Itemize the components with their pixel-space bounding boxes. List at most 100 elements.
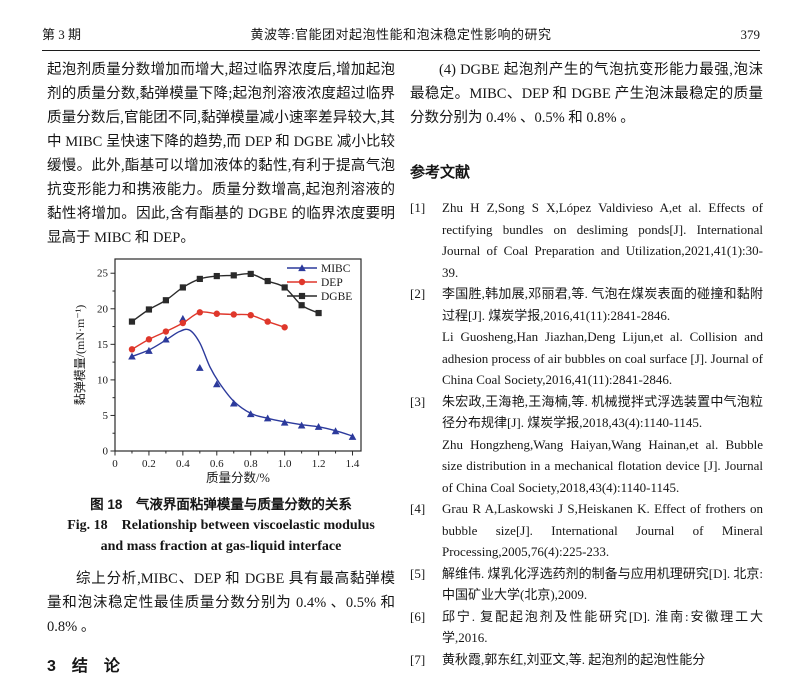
data-point-MIBC: [246, 410, 255, 418]
plot-frame: [114, 258, 362, 452]
reference-body: 邱宁. 复配起泡剂及性能研究[D]. 淮南:安徽理工大学,2016.: [442, 606, 763, 649]
figure-caption-en-line2: and mass fraction at gas-liquid interfac…: [100, 539, 342, 554]
reference-number: [7]: [410, 651, 426, 667]
reference-number: [3]: [410, 393, 426, 409]
data-point-MIBC: [212, 380, 221, 388]
reference-body: 解维伟. 煤乳化浮选药剂的制备与应用机理研究[D]. 北京:中国矿业大学(北京)…: [442, 563, 763, 606]
y-tick-label: 0: [103, 446, 109, 458]
x-tick-label: 0.6: [210, 458, 224, 470]
data-point-DEP: [264, 318, 271, 325]
reference-body: 黄秋霞,郭东红,刘亚文,等. 起泡剂的起泡性能分: [442, 649, 763, 671]
data-point-DEP: [281, 324, 288, 331]
reference-number: [4]: [410, 501, 426, 516]
journal-issue: 第 3 期: [42, 27, 82, 42]
data-point-MIBC: [128, 352, 136, 360]
data-point-DEP: [145, 336, 153, 343]
reference-text: Zhu Hongzheng,Wang Haiyan,Wang Hainan,et…: [442, 436, 763, 495]
data-point-MIBC: [229, 399, 238, 407]
reference-text: Zhu H Z,Song S X,López Valdivieso A,et a…: [442, 200, 763, 280]
legend-label-DEP: DEP: [321, 277, 343, 289]
data-point-DGBE: [264, 277, 271, 285]
reference-item: [7] 黄秋霞,郭东红,刘亚文,等. 起泡剂的起泡性能分: [410, 649, 763, 671]
reference-text: 黄秋霞,郭东红,刘亚文,等. 起泡剂的起泡性能分: [442, 651, 706, 667]
legend-marker-DEP: [298, 278, 306, 286]
data-point-MIBC: [179, 314, 187, 322]
y-tick-label: 10: [97, 374, 109, 386]
x-tick-label: 0.8: [244, 458, 258, 470]
figure-caption-en-line1: Fig. 18 Relationship between viscoelasti…: [67, 518, 375, 533]
data-point-DEP: [162, 328, 170, 335]
references-list: [1] Zhu H Z,Song S X,López Valdivieso A,e…: [410, 197, 763, 670]
data-point-MIBC: [162, 335, 170, 343]
reference-number: [1]: [410, 200, 426, 215]
data-point-DGBE: [315, 309, 322, 317]
conclusion-section-heading: 3 结 论: [47, 658, 120, 675]
y-tick-label: 5: [103, 410, 109, 422]
data-point-MIBC: [314, 423, 323, 430]
right-column: (4) DGBE 起泡剂产生的气泡抗变形能力最强,泡沫最稳定。MIBC、DEP …: [410, 58, 763, 687]
left-column: 起泡剂质量分数增加而增大,超过临界浓度后,增加起泡剂的质量分数,黏弹模量下降;起…: [47, 58, 395, 676]
data-point-DGBE: [179, 284, 186, 291]
data-point-DGBE: [213, 272, 220, 280]
y-tick-label: 20: [97, 303, 109, 315]
data-point-DEP: [128, 346, 136, 353]
figure-caption-zh: 图 18 气液界面粘弹模量与质量分数的关系: [90, 497, 352, 512]
reference-item: [4] Grau R A,Laskowski J S,Heiskanen K. E…: [410, 498, 763, 563]
reference-body: Grau R A,Laskowski J S,Heiskanen K. Effe…: [442, 498, 763, 563]
x-tick-label: 0.4: [176, 458, 190, 470]
reference-text: 解维伟. 煤乳化浮选药剂的制备与应用机理研究[D]. 北京:中国矿业大学(北京)…: [442, 565, 763, 603]
data-point-DEP: [230, 311, 237, 318]
reference-text: Li Guosheng,Han Jiazhan,Deng Lijun,et al…: [442, 329, 763, 387]
legend-marker-MIBC: [298, 264, 306, 272]
data-point-DEP: [196, 309, 204, 316]
data-point-MIBC: [348, 432, 357, 440]
data-point-DGBE: [145, 306, 153, 313]
x-axis-title: 质量分数/%: [206, 470, 270, 485]
viscoelastic-modulus-chart: 0 0.2 0.4 0.6 0.8 1.0 1.2 1.4 0 5 10 15 20 25 质量分数/% 黏弹…: [73, 258, 362, 485]
data-point-DGBE: [162, 297, 169, 304]
reference-item: [5] 解维伟. 煤乳化浮选药剂的制备与应用机理研究[D]. 北京:中国矿业大学(…: [410, 563, 763, 606]
data-point-DGBE: [298, 302, 305, 309]
references-heading: 参考文献: [410, 164, 471, 181]
reference-item: [6] 邱宁. 复配起泡剂及性能研究[D]. 淮南:安徽理工大学,2016.: [410, 606, 763, 649]
reference-item: [3] 朱宏政,王海艳,王海楠,等. 机械搅拌式浮选装置中气泡粒径分布规律[J].…: [410, 391, 763, 499]
reference-body: 朱宏政,王海艳,王海楠,等. 机械搅拌式浮选装置中气泡粒径分布规律[J]. 煤炭…: [442, 391, 763, 499]
x-tick-label: 0: [112, 458, 118, 470]
legend-label-MIBC: MIBC: [321, 263, 351, 275]
reference-item: [2] 李国胜,韩加展,邓丽君,等. 气泡在煤炭表面的碰撞和黏附过程[J]. 煤炭…: [410, 283, 763, 391]
figure-caption: 图 18 气液界面粘弹模量与质量分数的关系 Fig. 18 Relationsh…: [47, 495, 395, 557]
figure-18: 0 0.2 0.4 0.6 0.8 1.0 1.2 1.4 0 5 10 15 20 25 质量分数/% 黏弹…: [47, 253, 395, 557]
x-tick-label: 1.0: [278, 458, 292, 470]
data-point-DGBE: [128, 318, 136, 325]
reference-item: [1] Zhu H Z,Song S X,López Valdivieso A,e…: [410, 197, 763, 283]
body-paragraph-continued: 起泡剂质量分数增加而增大,超过临界浓度后,增加起泡剂的质量分数,黏弹模量下降;起…: [47, 62, 395, 246]
reference-text: 李国胜,韩加展,邓丽君,等. 气泡在煤炭表面的碰撞和黏附过程[J]. 煤炭学报,…: [442, 286, 763, 323]
data-point-DGBE: [196, 275, 203, 283]
data-point-DGBE: [281, 284, 288, 291]
x-tick-label: 1.2: [312, 458, 326, 470]
reference-text: 邱宁. 复配起泡剂及性能研究[D]. 淮南:安徽理工大学,2016.: [442, 608, 763, 646]
reference-body: Zhu H Z,Song S X,López Valdivieso A,et a…: [442, 197, 763, 283]
data-point-DEP: [247, 311, 254, 319]
y-tick-label: 15: [97, 339, 109, 351]
y-axis-title: 黏弹模量/(mN·m⁻¹): [73, 305, 87, 406]
page-header: 第 3 期 黄波等:官能团对起泡性能和泡沫稳定性影响的研究 379: [42, 24, 760, 51]
legend-label-DGBE: DGBE: [321, 291, 352, 303]
data-point-DGBE: [247, 270, 254, 278]
reference-text: Grau R A,Laskowski J S,Heiskanen K. Effe…: [442, 501, 763, 559]
series-line-MIBC: [131, 328, 353, 437]
reference-number: [5]: [410, 565, 426, 581]
data-point-MIBC: [331, 427, 340, 435]
data-point-DEP: [213, 310, 220, 317]
x-tick-label: 1.4: [346, 458, 360, 470]
data-point-DEP: [179, 319, 187, 327]
reference-text: 朱宏政,王海艳,王海楠,等. 机械搅拌式浮选装置中气泡粒径分布规律[J]. 煤炭…: [442, 393, 763, 431]
reference-body: 李国胜,韩加展,邓丽君,等. 气泡在煤炭表面的碰撞和黏附过程[J]. 煤炭学报,…: [442, 283, 763, 391]
reference-number: [2]: [410, 286, 426, 301]
page-number: 379: [740, 27, 761, 42]
data-point-MIBC: [297, 421, 306, 429]
series-line-DEP: [131, 311, 285, 350]
data-point-MIBC: [280, 418, 289, 426]
data-point-MIBC: [263, 414, 272, 422]
